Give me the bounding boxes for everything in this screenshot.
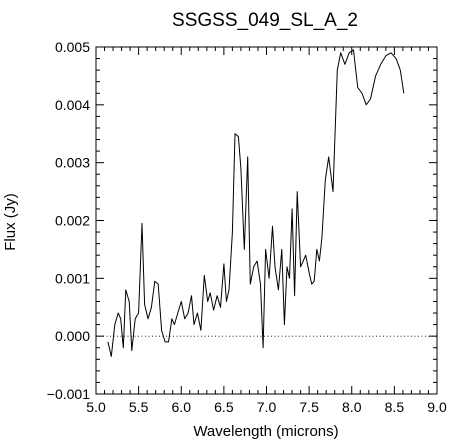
x-axis-label: Wavelength (microns) bbox=[193, 423, 338, 440]
y-tick-label: −0.001 bbox=[47, 386, 90, 402]
y-tick-label: 0.003 bbox=[55, 155, 90, 171]
y-tick-label: 0.000 bbox=[55, 328, 90, 344]
x-tick-label: 8.0 bbox=[342, 399, 362, 415]
y-tick-label: 0.005 bbox=[55, 39, 90, 55]
plot-frame bbox=[95, 46, 438, 395]
y-axis-label: Flux (Jy) bbox=[2, 193, 19, 251]
y-tick-label: 0.004 bbox=[55, 97, 90, 113]
chart-title: SSGSS_049_SL_A_2 bbox=[172, 10, 358, 31]
x-tick-label: 7.5 bbox=[299, 399, 319, 415]
x-tick-label: 5.5 bbox=[129, 399, 149, 415]
x-tick-label: 7.0 bbox=[257, 399, 277, 415]
x-tick-label: 5.0 bbox=[86, 399, 106, 415]
x-tick-label: 6.5 bbox=[214, 399, 234, 415]
x-tick-label: 6.0 bbox=[172, 399, 192, 415]
y-tick-label: 0.002 bbox=[55, 213, 90, 229]
flux-series-line bbox=[107, 49, 405, 357]
x-tick-label: 8.5 bbox=[385, 399, 405, 415]
y-tick-label: 0.001 bbox=[55, 270, 90, 286]
plot-area: 5.0 5.5 6.0 6.5 7.0 7.5 8.0 8.5 9.0 −0.001 0.000 0.… bbox=[47, 39, 447, 415]
x-tick-label: 9.0 bbox=[427, 399, 447, 415]
